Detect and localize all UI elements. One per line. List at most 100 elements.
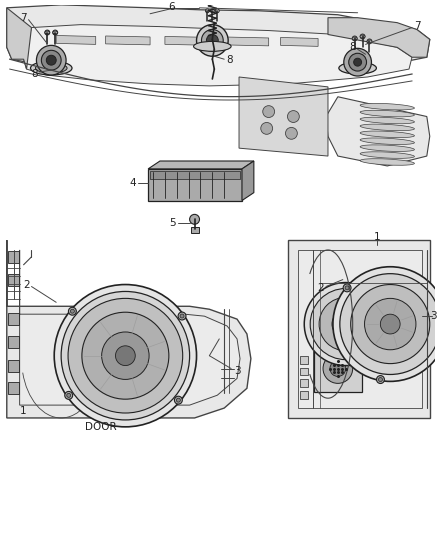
Ellipse shape: [339, 62, 376, 74]
Polygon shape: [24, 25, 412, 86]
FancyBboxPatch shape: [150, 171, 240, 179]
Text: 3: 3: [234, 366, 240, 376]
Ellipse shape: [360, 35, 365, 38]
Circle shape: [330, 361, 346, 376]
Ellipse shape: [360, 138, 414, 144]
Text: 2: 2: [23, 279, 30, 289]
Circle shape: [190, 214, 199, 224]
Circle shape: [333, 266, 438, 382]
Circle shape: [310, 288, 381, 360]
Text: 3: 3: [431, 311, 437, 321]
Circle shape: [201, 29, 223, 51]
FancyBboxPatch shape: [8, 382, 19, 394]
Ellipse shape: [360, 145, 414, 151]
Circle shape: [332, 310, 360, 338]
FancyBboxPatch shape: [314, 345, 362, 392]
Circle shape: [364, 298, 416, 350]
Ellipse shape: [360, 124, 414, 131]
Circle shape: [338, 316, 353, 332]
Circle shape: [215, 9, 219, 13]
Polygon shape: [56, 36, 96, 44]
Circle shape: [54, 285, 197, 427]
Circle shape: [45, 30, 50, 35]
Circle shape: [206, 35, 218, 46]
Polygon shape: [326, 97, 430, 166]
Polygon shape: [328, 18, 430, 57]
Text: 7: 7: [413, 21, 420, 30]
Polygon shape: [7, 240, 251, 418]
Polygon shape: [298, 250, 422, 408]
Circle shape: [344, 49, 371, 76]
Circle shape: [261, 123, 272, 134]
Ellipse shape: [352, 37, 357, 40]
Circle shape: [61, 292, 190, 420]
Circle shape: [345, 286, 349, 290]
Polygon shape: [242, 161, 254, 200]
FancyBboxPatch shape: [300, 368, 308, 375]
Text: 1: 1: [374, 232, 381, 242]
FancyBboxPatch shape: [8, 313, 19, 325]
Ellipse shape: [360, 110, 414, 117]
Circle shape: [360, 34, 365, 39]
FancyBboxPatch shape: [300, 356, 308, 364]
Ellipse shape: [367, 40, 372, 43]
Ellipse shape: [31, 61, 72, 75]
Circle shape: [319, 297, 372, 351]
Circle shape: [323, 354, 353, 383]
Circle shape: [180, 314, 184, 318]
Text: 4: 4: [129, 177, 136, 188]
FancyBboxPatch shape: [8, 273, 19, 286]
Text: 8: 8: [31, 69, 38, 79]
Text: 6: 6: [169, 2, 175, 12]
FancyBboxPatch shape: [191, 227, 198, 233]
Circle shape: [340, 273, 438, 375]
Circle shape: [177, 398, 180, 402]
Circle shape: [377, 376, 385, 384]
Ellipse shape: [360, 159, 414, 165]
Circle shape: [67, 393, 71, 397]
FancyBboxPatch shape: [8, 251, 19, 263]
Circle shape: [102, 332, 149, 379]
Ellipse shape: [360, 117, 414, 124]
FancyBboxPatch shape: [8, 360, 19, 372]
Circle shape: [353, 58, 362, 66]
Circle shape: [65, 391, 73, 399]
Circle shape: [68, 307, 76, 315]
Text: 8: 8: [226, 55, 233, 65]
Circle shape: [41, 50, 61, 70]
Circle shape: [286, 127, 297, 139]
Polygon shape: [106, 36, 150, 45]
Circle shape: [351, 285, 430, 364]
Ellipse shape: [45, 31, 50, 34]
Polygon shape: [165, 36, 214, 45]
Polygon shape: [148, 161, 254, 169]
Circle shape: [174, 396, 182, 404]
Polygon shape: [224, 37, 268, 46]
Circle shape: [349, 53, 367, 71]
Ellipse shape: [194, 42, 231, 51]
Polygon shape: [7, 5, 430, 77]
Circle shape: [197, 25, 228, 56]
Circle shape: [36, 45, 66, 75]
Circle shape: [352, 36, 357, 41]
Text: DOOR: DOOR: [85, 422, 117, 432]
Circle shape: [71, 309, 74, 313]
Circle shape: [178, 312, 186, 320]
Text: 7: 7: [20, 13, 27, 23]
Text: 2: 2: [318, 284, 325, 294]
Circle shape: [210, 9, 214, 13]
Polygon shape: [239, 77, 328, 156]
FancyBboxPatch shape: [8, 336, 19, 348]
Circle shape: [304, 282, 387, 366]
Polygon shape: [280, 37, 318, 46]
FancyBboxPatch shape: [300, 379, 308, 387]
Circle shape: [46, 55, 56, 65]
Polygon shape: [7, 8, 32, 69]
Circle shape: [287, 110, 299, 123]
Ellipse shape: [360, 103, 414, 110]
Circle shape: [116, 346, 135, 366]
Circle shape: [82, 312, 169, 399]
Ellipse shape: [360, 131, 414, 138]
Text: 1: 1: [20, 406, 27, 416]
Circle shape: [263, 106, 275, 117]
